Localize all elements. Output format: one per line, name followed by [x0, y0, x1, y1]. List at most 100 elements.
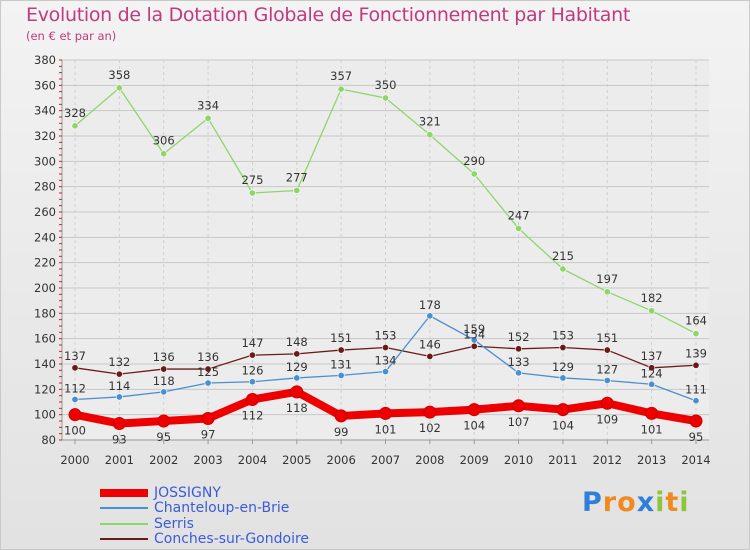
y-tick-label: 120 [34, 382, 56, 396]
data-point [645, 406, 659, 420]
data-label: 109 [596, 412, 618, 426]
logo-letter: i [655, 487, 666, 518]
logo-letter: x [636, 487, 656, 518]
data-label: 147 [241, 336, 263, 350]
y-tick-label: 380 [34, 53, 56, 67]
data-label: 125 [197, 365, 219, 379]
data-label: 102 [419, 421, 441, 435]
data-label: 350 [375, 78, 397, 92]
data-point [337, 85, 345, 93]
data-point [71, 395, 79, 403]
data-label: 126 [241, 364, 263, 378]
data-point [115, 393, 123, 401]
data-point [293, 374, 301, 382]
data-label: 151 [596, 331, 618, 345]
data-point [470, 342, 478, 350]
y-tick-label: 160 [34, 332, 56, 346]
data-label: 275 [241, 173, 263, 187]
data-point [515, 369, 523, 377]
data-label: 136 [197, 350, 219, 364]
legend-label: JOSSIGNY [154, 484, 221, 501]
data-label: 118 [153, 374, 175, 388]
data-label: 95 [156, 430, 171, 444]
x-tick-label: 2000 [60, 453, 89, 467]
data-label: 306 [153, 134, 175, 148]
data-point [381, 94, 389, 102]
plot-area [62, 60, 709, 440]
data-label: 151 [330, 331, 352, 345]
data-label: 101 [375, 422, 397, 436]
data-label: 159 [463, 322, 485, 336]
data-label: 127 [596, 362, 618, 376]
x-tick-label: 2012 [593, 453, 622, 467]
data-label: 139 [685, 346, 707, 360]
data-label: 104 [463, 419, 485, 433]
y-tick-label: 300 [34, 154, 56, 168]
data-label: 93 [112, 433, 127, 447]
data-point [293, 186, 301, 194]
data-label: 153 [552, 329, 574, 343]
data-label: 137 [64, 349, 86, 363]
logo-letter: i [679, 487, 690, 518]
x-tick-label: 2010 [504, 453, 533, 467]
data-point [603, 346, 611, 354]
data-label: 136 [153, 350, 175, 364]
data-point [115, 84, 123, 92]
data-point [692, 330, 700, 338]
data-label: 178 [419, 298, 441, 312]
data-label: 321 [419, 115, 441, 129]
data-point [204, 365, 212, 373]
chart-subtitle: (en € et par an) [26, 29, 117, 43]
data-point [334, 409, 348, 423]
data-label: 146 [419, 337, 441, 351]
data-label: 100 [64, 424, 86, 438]
data-point [201, 411, 215, 425]
data-point [556, 403, 570, 417]
data-point [290, 385, 304, 399]
x-tick-label: 2009 [460, 453, 489, 467]
data-label: 137 [641, 349, 663, 363]
data-label: 277 [286, 170, 308, 184]
data-point [204, 114, 212, 122]
chart-title: Evolution de la Dotation Globale de Fonc… [26, 4, 631, 26]
data-label: 215 [552, 249, 574, 263]
logo-letter: o [617, 487, 637, 518]
data-point [467, 403, 481, 417]
data-point [648, 307, 656, 315]
x-tick-label: 2007 [371, 453, 400, 467]
data-point [470, 170, 478, 178]
data-point [600, 396, 614, 410]
data-label: 358 [108, 68, 130, 82]
data-point [515, 345, 523, 353]
legend-swatch [100, 488, 148, 497]
data-point [248, 378, 256, 386]
data-point [559, 344, 567, 352]
logo-letter: r [602, 487, 618, 518]
y-tick-label: 140 [34, 357, 56, 371]
data-point [512, 399, 526, 413]
legend-swatch [100, 506, 148, 509]
x-tick-label: 2005 [282, 453, 311, 467]
data-point [71, 364, 79, 372]
data-point [423, 405, 437, 419]
data-label: 95 [689, 430, 704, 444]
data-label: 153 [375, 329, 397, 343]
data-point [692, 397, 700, 405]
legend-label: Chanteloup-en-Brie [154, 499, 290, 516]
data-label: 148 [286, 335, 308, 349]
data-point [648, 364, 656, 372]
data-point [470, 336, 478, 344]
data-label: 154 [463, 327, 485, 341]
data-point [603, 288, 611, 296]
x-tick-label: 2011 [548, 453, 577, 467]
data-label: 134 [375, 354, 397, 368]
logo-letter: P [582, 487, 603, 518]
y-tick-label: 280 [34, 180, 56, 194]
legend-item-jossigny: JOSSIGNY [100, 484, 221, 501]
data-point [115, 370, 123, 378]
data-label: 334 [197, 98, 219, 112]
data-point [559, 265, 567, 273]
x-tick-label: 2002 [149, 453, 178, 467]
data-label: 114 [108, 379, 130, 393]
data-label: 357 [330, 69, 352, 83]
